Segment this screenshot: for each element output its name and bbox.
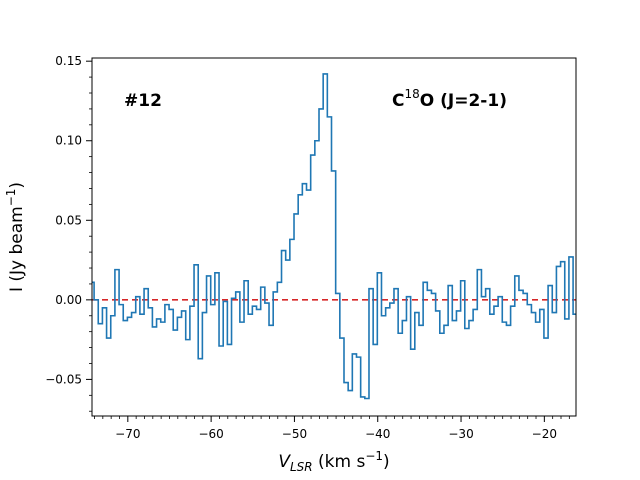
x-tick-label: −30 xyxy=(448,427,473,441)
y-tick-label: 0.10 xyxy=(55,134,82,148)
y-axis-label: I (Jy beam−1) xyxy=(4,182,27,292)
x-axis-label-main: V xyxy=(278,452,291,472)
y-tick-label: 0.05 xyxy=(55,213,82,227)
y-tick-label: −0.05 xyxy=(45,372,82,386)
spectrum-step-line xyxy=(92,73,576,400)
annotation-source-id: #12 xyxy=(124,91,162,111)
annotation-line-post: O (J=2-1) xyxy=(420,91,507,111)
annotation-line-name: C18O (J=2-1) xyxy=(392,87,507,111)
y-tick-label: 0.00 xyxy=(55,293,82,307)
x-tick-label: −70 xyxy=(115,427,140,441)
y-axis-label-close: ) xyxy=(7,182,27,189)
y-tick-label: 0.15 xyxy=(55,54,82,68)
y-axis-label-sup: −1 xyxy=(4,189,18,207)
x-tick-label: −60 xyxy=(198,427,223,441)
x-axis-label-close: ) xyxy=(383,452,390,472)
x-axis-label: VLSR (km s−1) xyxy=(278,449,389,474)
y-axis-label-main: I (Jy beam xyxy=(7,206,27,292)
x-tick-label: −50 xyxy=(282,427,307,441)
annotation-line-pre: C xyxy=(392,91,404,111)
x-tick-label: −40 xyxy=(365,427,390,441)
x-axis-label-sub: LSR xyxy=(290,460,313,474)
x-axis-label-rest: (km s xyxy=(313,452,366,472)
annotation-line-sup: 18 xyxy=(404,87,419,101)
x-tick-label: −20 xyxy=(532,427,557,441)
ticks-layer: −70 −60 −50 −40 −30 −20 −0.05 0.00 0.05 0.10 0.15 xyxy=(45,54,570,441)
plot-frame xyxy=(91,57,577,417)
series-layer xyxy=(92,73,576,400)
x-axis-label-sup: −1 xyxy=(365,449,383,463)
